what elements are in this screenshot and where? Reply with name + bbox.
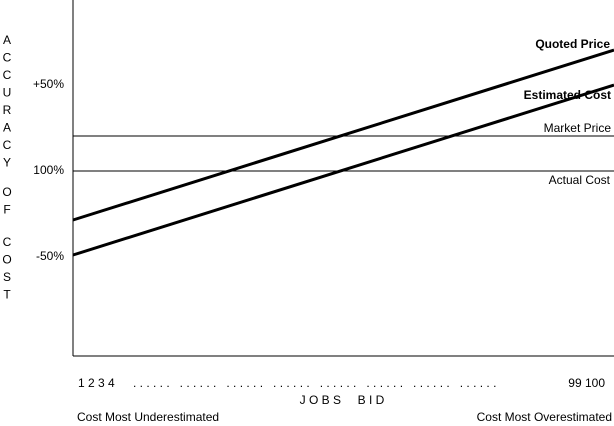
x-right-note: Cost Most Overestimated bbox=[477, 410, 612, 424]
x-start-label: 1 2 3 4 bbox=[78, 376, 115, 390]
line-label: Market Price bbox=[544, 121, 612, 135]
x-end-label: 99 100 bbox=[568, 376, 605, 390]
x-axis-title: J O B S B I D bbox=[300, 393, 385, 407]
line-label: Estimated Cost bbox=[524, 88, 611, 102]
x-dots: . . . . . . . . . . . . . . . . . . . . … bbox=[133, 376, 496, 390]
y-tick-label: +50% bbox=[33, 77, 64, 91]
x-left-note: Cost Most Underestimated bbox=[77, 410, 219, 424]
line-label: Actual Cost bbox=[549, 173, 611, 187]
quoted-price-line bbox=[72, 48, 614, 222]
y-tick-label: 100% bbox=[33, 163, 64, 177]
estimated-cost-line bbox=[72, 83, 614, 257]
y-tick-label: -50% bbox=[36, 249, 64, 263]
line-label: Quoted Price bbox=[535, 37, 610, 51]
